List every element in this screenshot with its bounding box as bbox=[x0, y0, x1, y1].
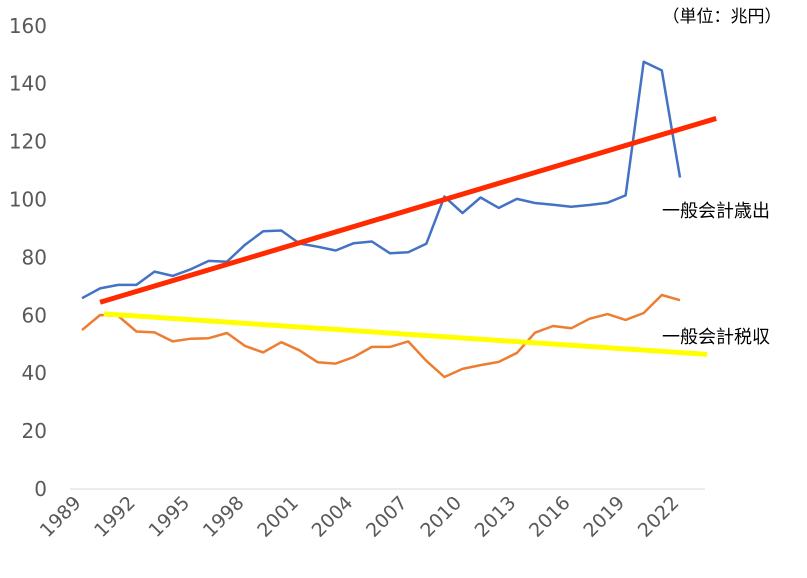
y-tick-label: 20 bbox=[22, 419, 47, 443]
expenditure-series-label: 一般会計歳出 bbox=[662, 201, 770, 222]
expenditure-trend-line bbox=[100, 118, 716, 302]
chart-container: 0 20 40 60 80 100 120 140 160 1989 1992 1995 1998 20… bbox=[0, 0, 807, 574]
x-axis-tick-labels: 1989 1992 1995 1998 2001 2004 2007 2010 2013 2016… bbox=[36, 492, 684, 542]
x-tick-label: 2019 bbox=[579, 492, 629, 542]
line-chart: 0 20 40 60 80 100 120 140 160 1989 1992 1995 1998 20… bbox=[0, 0, 807, 574]
y-tick-label: 140 bbox=[9, 72, 47, 96]
x-tick-label: 1998 bbox=[199, 492, 249, 542]
y-axis-tick-labels: 0 20 40 60 80 100 120 140 160 bbox=[9, 14, 47, 501]
x-tick-label: 2004 bbox=[308, 492, 358, 542]
y-tick-label: 0 bbox=[34, 477, 47, 501]
y-tick-label: 160 bbox=[9, 14, 47, 38]
unit-label: （単位：兆円） bbox=[663, 7, 782, 27]
tax-revenue-trend-line bbox=[104, 314, 707, 355]
x-tick-label: 1995 bbox=[145, 492, 195, 542]
x-tick-label: 2007 bbox=[362, 492, 412, 542]
y-tick-label: 40 bbox=[22, 361, 47, 385]
y-tick-label: 80 bbox=[22, 245, 47, 269]
expenditure-series-line bbox=[82, 62, 680, 299]
x-tick-label: 2001 bbox=[253, 492, 303, 542]
x-tick-label: 2010 bbox=[416, 492, 466, 542]
x-tick-label: 1992 bbox=[90, 492, 140, 542]
y-tick-label: 100 bbox=[9, 188, 47, 212]
y-tick-label: 120 bbox=[9, 130, 47, 154]
y-tick-label: 60 bbox=[22, 303, 47, 327]
x-tick-label: 2022 bbox=[634, 492, 684, 542]
x-tick-label: 2016 bbox=[525, 492, 575, 542]
x-tick-label: 2013 bbox=[471, 492, 521, 542]
tax-revenue-series-line bbox=[82, 295, 680, 377]
tax-revenue-series-label: 一般会計税収 bbox=[662, 327, 770, 348]
